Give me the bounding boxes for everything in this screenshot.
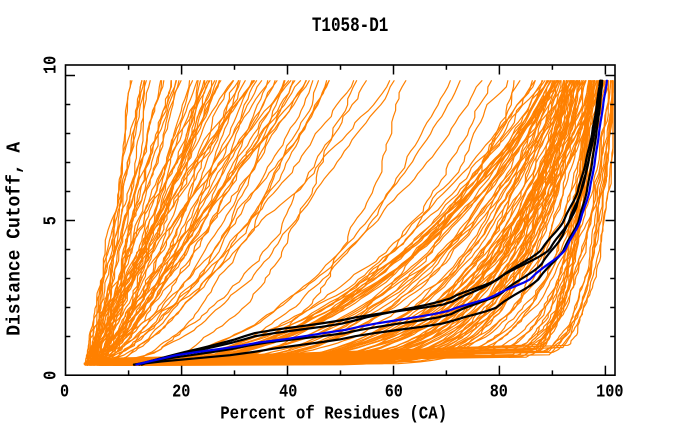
svg-text:5: 5: [41, 216, 61, 225]
svg-text:60: 60: [385, 382, 403, 402]
svg-text:100: 100: [596, 382, 623, 402]
svg-text:Distance Cutoff, A: Distance Cutoff, A: [3, 141, 25, 336]
svg-text:40: 40: [279, 382, 297, 402]
svg-text:0: 0: [60, 382, 69, 402]
svg-text:T1058-D1: T1058-D1: [312, 15, 389, 38]
svg-text:80: 80: [490, 382, 508, 402]
svg-text:20: 20: [172, 382, 190, 402]
svg-text:10: 10: [41, 56, 61, 74]
svg-text:0: 0: [41, 371, 61, 380]
svg-text:Percent of Residues (CA): Percent of Residues (CA): [220, 405, 447, 425]
